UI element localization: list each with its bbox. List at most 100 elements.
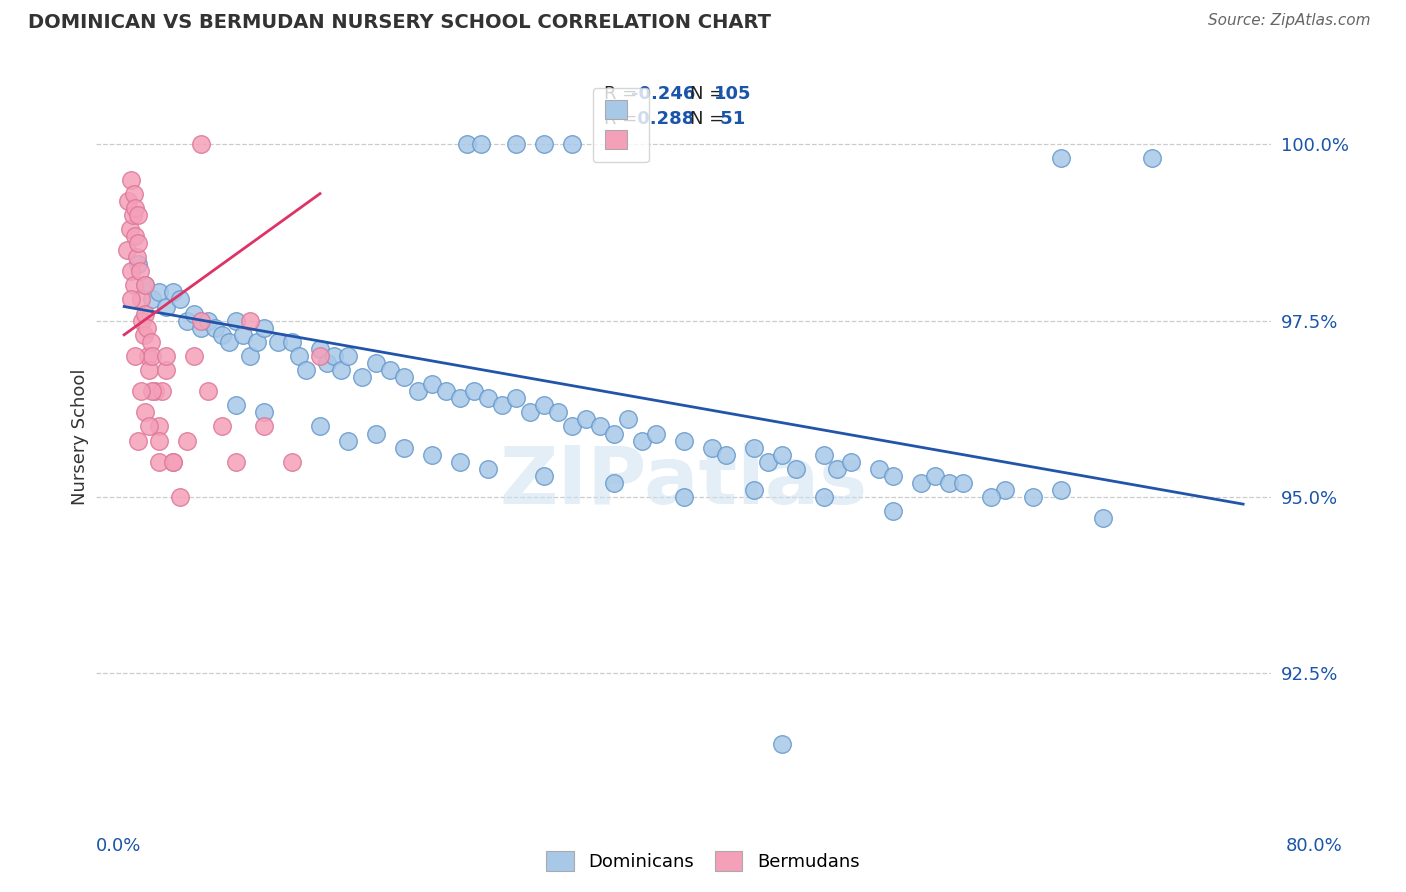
Point: [449, 455, 471, 469]
Point: [190, 137, 212, 152]
Point: [406, 384, 429, 399]
Point: [211, 327, 233, 342]
Point: [122, 278, 145, 293]
Point: [785, 462, 807, 476]
Point: [132, 327, 155, 342]
Text: -0.246: -0.246: [631, 86, 695, 103]
Point: [190, 320, 212, 334]
Point: [505, 137, 527, 152]
Point: [134, 307, 156, 321]
Point: [197, 313, 219, 327]
Point: [118, 222, 141, 236]
Point: [533, 469, 555, 483]
Point: [575, 412, 598, 426]
Point: [155, 363, 177, 377]
Point: [253, 419, 276, 434]
Point: [336, 434, 359, 448]
Point: [121, 208, 143, 222]
Point: [477, 462, 499, 476]
Point: [225, 313, 247, 327]
Point: [882, 469, 904, 483]
Point: [246, 334, 269, 349]
Point: [994, 483, 1017, 497]
Point: [134, 278, 156, 293]
Point: [309, 342, 332, 356]
Point: [148, 419, 170, 434]
Point: [1140, 152, 1163, 166]
Point: [162, 455, 184, 469]
Point: [910, 475, 932, 490]
Point: [456, 137, 478, 152]
Point: [211, 419, 233, 434]
Point: [155, 300, 177, 314]
Text: ZIPatlas: ZIPatlas: [499, 443, 868, 522]
Text: 105: 105: [714, 86, 752, 103]
Point: [533, 137, 555, 152]
Point: [616, 412, 638, 426]
Point: [742, 483, 765, 497]
Point: [124, 349, 146, 363]
Point: [463, 384, 485, 399]
Point: [449, 391, 471, 405]
Point: [225, 455, 247, 469]
Y-axis label: Nursery School: Nursery School: [72, 368, 89, 506]
Point: [232, 327, 254, 342]
Point: [630, 434, 652, 448]
Point: [150, 384, 173, 399]
Text: 80.0%: 80.0%: [1286, 837, 1343, 855]
Text: 51: 51: [714, 111, 745, 128]
Point: [120, 264, 142, 278]
Point: [239, 349, 262, 363]
Point: [124, 201, 146, 215]
Point: [644, 426, 666, 441]
Point: [148, 285, 170, 300]
Point: [1050, 483, 1073, 497]
Point: [378, 363, 401, 377]
Point: [316, 356, 339, 370]
Point: [420, 377, 443, 392]
Point: [364, 356, 387, 370]
Point: [183, 307, 205, 321]
Point: [882, 504, 904, 518]
Point: [420, 448, 443, 462]
Point: [491, 398, 513, 412]
Point: [155, 349, 177, 363]
Point: [1092, 511, 1115, 525]
Point: [128, 264, 150, 278]
Point: [938, 475, 960, 490]
Point: [309, 349, 332, 363]
Text: Source: ZipAtlas.com: Source: ZipAtlas.com: [1208, 13, 1371, 29]
Point: [120, 172, 142, 186]
Point: [364, 426, 387, 441]
Point: [148, 434, 170, 448]
Point: [700, 441, 723, 455]
Point: [129, 384, 152, 399]
Point: [470, 137, 492, 152]
Point: [115, 243, 138, 257]
Point: [162, 455, 184, 469]
Point: [505, 391, 527, 405]
Point: [131, 313, 153, 327]
Point: [169, 490, 191, 504]
Point: [869, 462, 891, 476]
Point: [392, 441, 415, 455]
Point: [127, 257, 149, 271]
Point: [124, 229, 146, 244]
Point: [281, 455, 304, 469]
Point: [169, 293, 191, 307]
Point: [281, 334, 304, 349]
Text: 0.0%: 0.0%: [96, 837, 141, 855]
Point: [770, 737, 793, 751]
Point: [672, 434, 695, 448]
Point: [602, 475, 624, 490]
Point: [1050, 152, 1073, 166]
Point: [253, 320, 276, 334]
Point: [125, 250, 148, 264]
Point: [295, 363, 318, 377]
Point: [129, 293, 152, 307]
Text: R =: R =: [603, 111, 643, 128]
Point: [176, 434, 198, 448]
Point: [117, 194, 139, 208]
Point: [813, 448, 835, 462]
Point: [742, 441, 765, 455]
